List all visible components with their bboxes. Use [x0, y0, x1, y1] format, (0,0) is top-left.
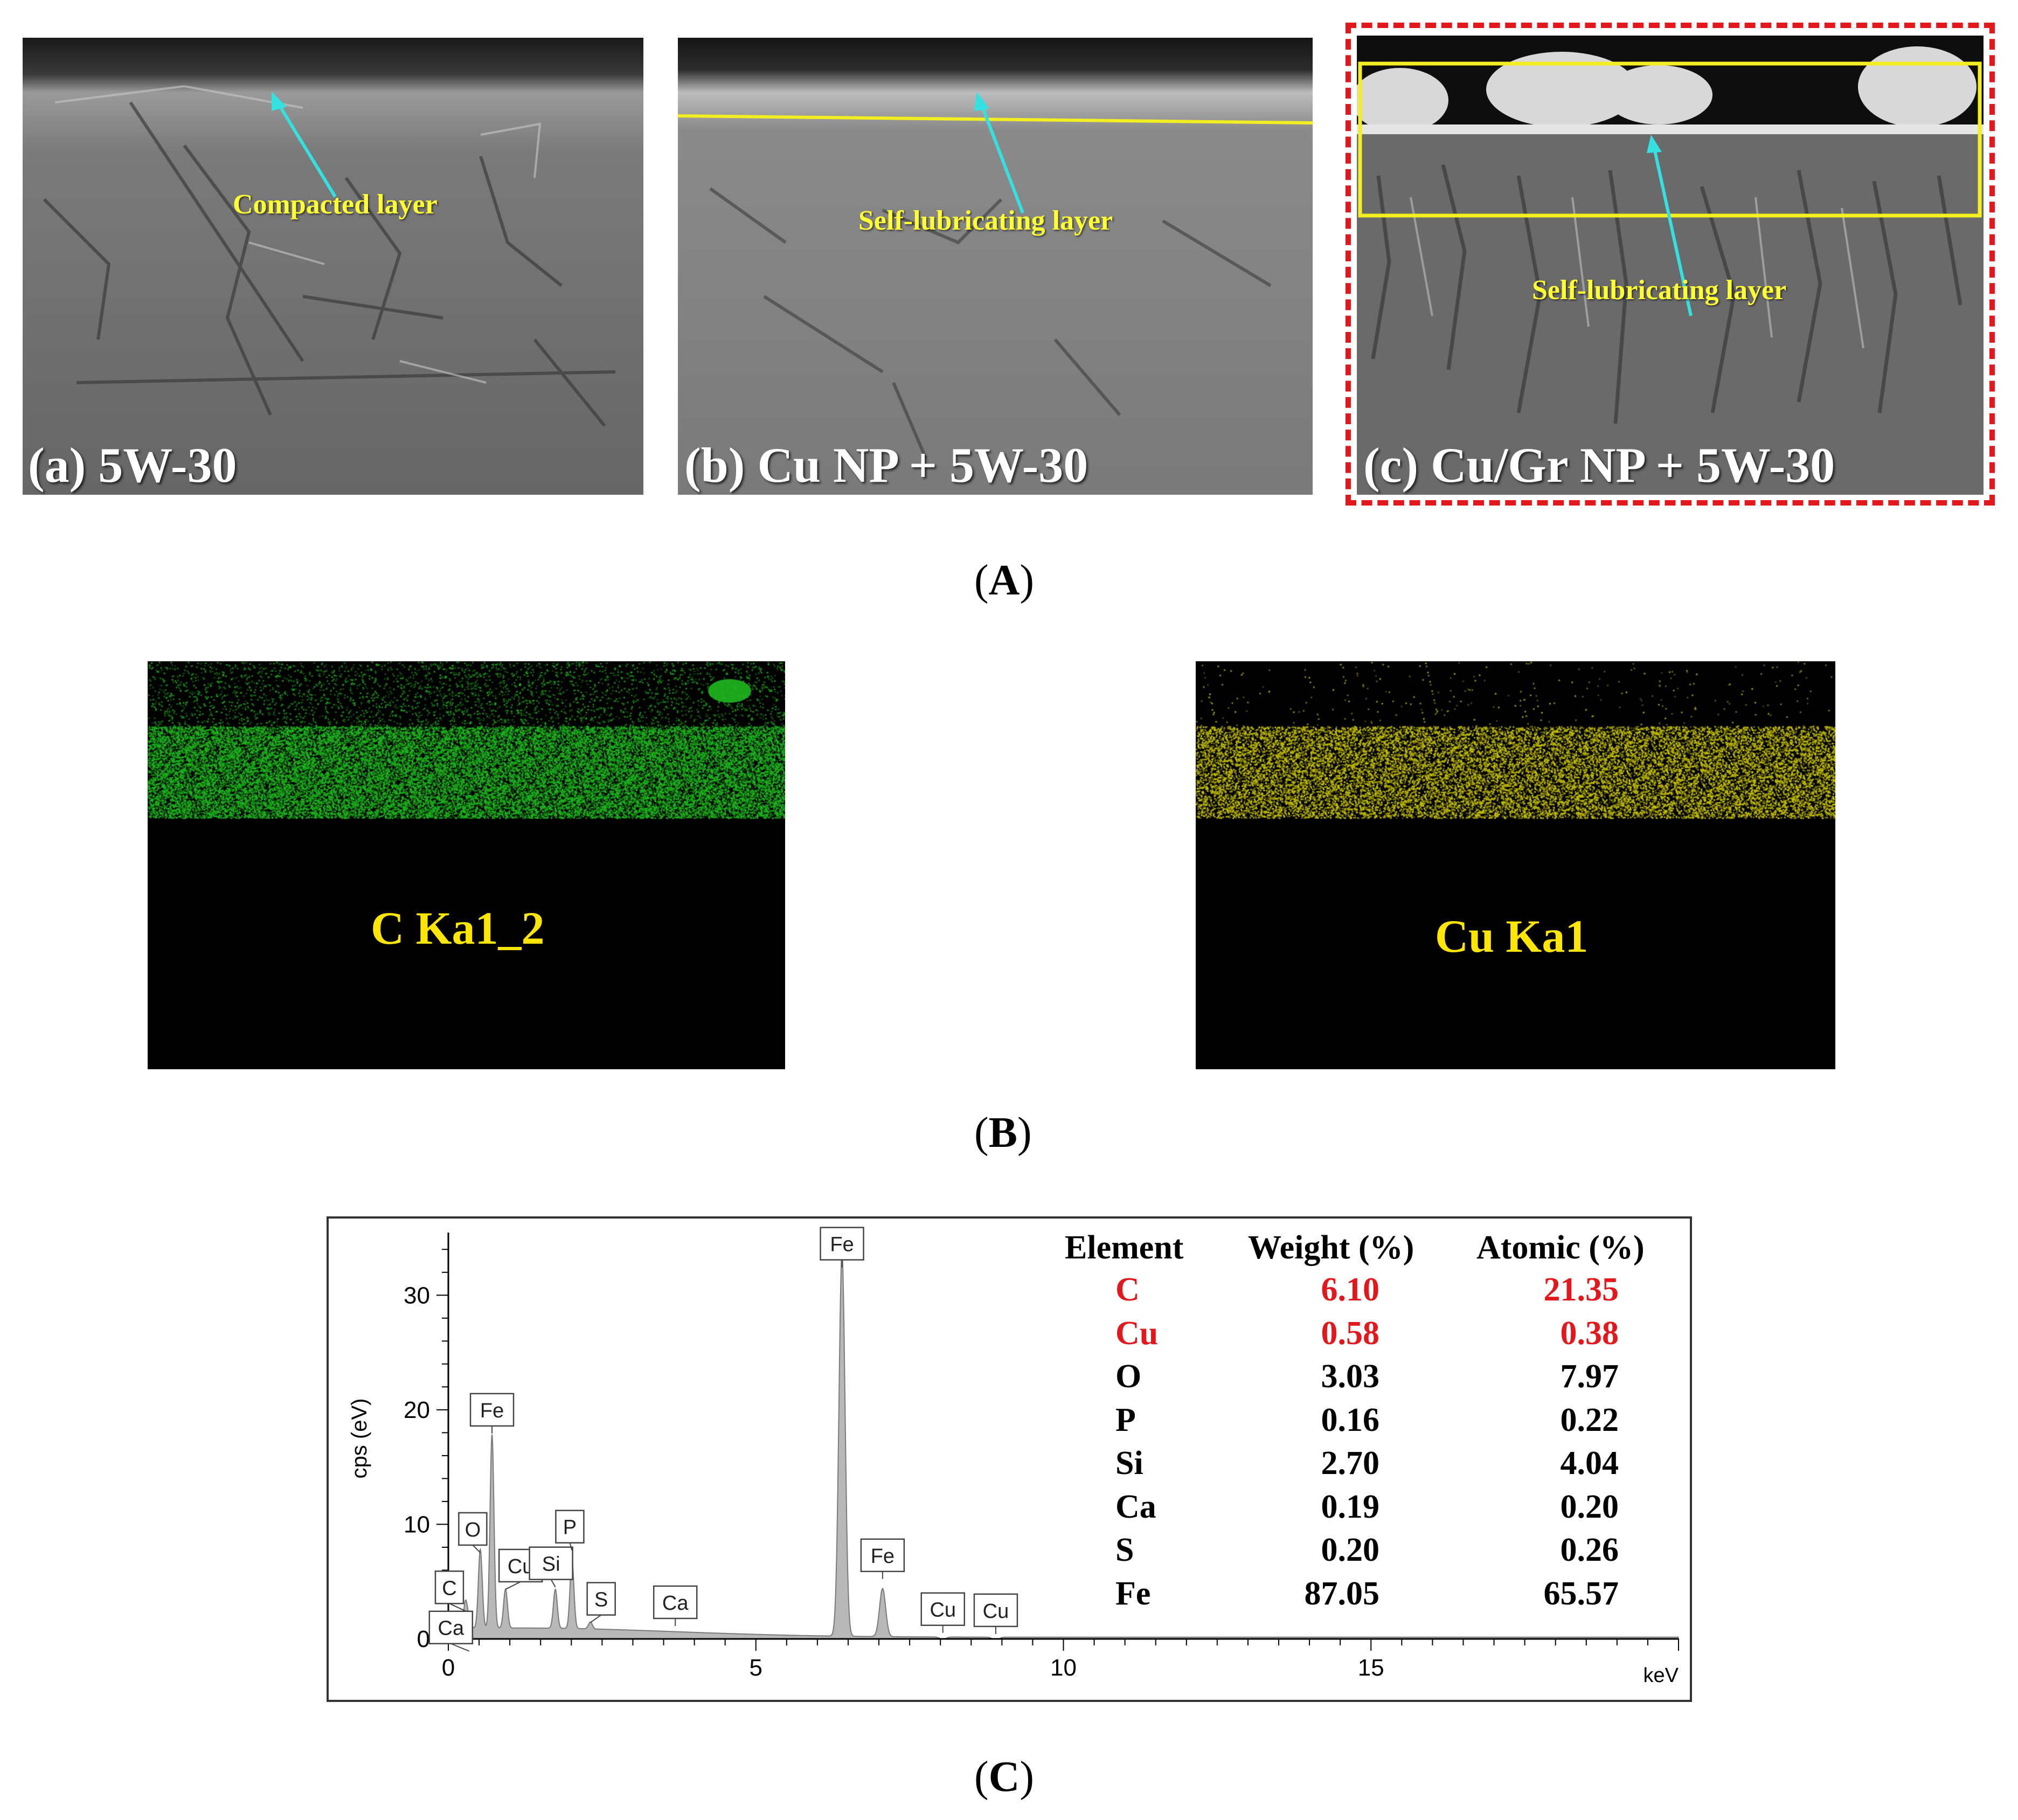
peak-leader — [449, 1603, 466, 1612]
panel-label-b: (B) — [974, 1109, 1032, 1157]
sem-texture-c — [1357, 36, 1984, 495]
peak-label-box — [860, 1538, 905, 1573]
peak-label-box — [428, 1610, 474, 1644]
peak-leader — [472, 1545, 481, 1553]
cell-atomic: 0.38 — [1560, 1314, 1619, 1352]
peak-label: Si — [542, 1553, 560, 1576]
cell-element: Fe — [1115, 1575, 1151, 1612]
peak-leader — [550, 1579, 556, 1588]
annotation-self-lubricating-c: Self-lubricating layer — [1532, 275, 1787, 306]
annotation-compacted-layer: Compacted layer — [233, 189, 438, 220]
yellow-line-b — [678, 92, 1313, 214]
header-atomic: Atomic (%) — [1476, 1229, 1645, 1266]
peak-label: S — [594, 1589, 608, 1611]
peak-label-box — [653, 1585, 698, 1620]
header-element: Element — [1065, 1229, 1184, 1266]
yellow-box-c — [1358, 61, 1982, 316]
peak-leader — [505, 1581, 521, 1590]
caption-b: (b) Cu NP + 5W-30 — [684, 438, 1088, 493]
cell-element: O — [1115, 1358, 1142, 1395]
eds-map-copper: Cu Ka1 — [1196, 661, 1835, 1069]
cell-atomic: 7.97 — [1560, 1358, 1619, 1395]
peak-label-box — [434, 1570, 464, 1604]
cell-atomic: 21.35 — [1543, 1271, 1619, 1308]
cell-weight: 87.05 — [1304, 1575, 1380, 1612]
eds-map-carbon-dots — [148, 661, 785, 1069]
peak-leader — [590, 1614, 602, 1623]
cell-atomic: 65.57 — [1543, 1575, 1619, 1612]
peak-label-box — [920, 1592, 966, 1626]
peak-label: Fe — [871, 1545, 894, 1568]
peak-label: Ca — [438, 1617, 464, 1640]
peak-label: Ca — [662, 1592, 689, 1615]
y-tick-label: 10 — [404, 1511, 430, 1538]
cell-weight: 0.16 — [1321, 1401, 1380, 1438]
spectrum-area — [447, 1253, 1680, 1639]
peak-label-box — [458, 1512, 488, 1546]
peak-label: C — [442, 1577, 456, 1600]
cell-element: S — [1115, 1532, 1134, 1568]
peak-label: Cu — [930, 1599, 956, 1622]
peak-leader — [569, 1542, 573, 1551]
peak-label: O — [465, 1519, 481, 1541]
y-tick-label: 30 — [404, 1282, 430, 1309]
highlight-frame-c — [1346, 23, 1995, 506]
cell-element: Cu — [1115, 1314, 1159, 1352]
cell-weight: 0.58 — [1321, 1314, 1380, 1352]
peak-label: Fe — [830, 1234, 854, 1256]
y-axis-label: cps (eV) — [348, 1399, 371, 1479]
eds-spectrum-frame: 0 5 10 15 keV 0 10 20 30 cps (eV) C Ca O Cu Fe Si P S Ca Fe… — [327, 1216, 1692, 1702]
annotation-self-lubricating-b: Self-lubricating layer — [858, 205, 1113, 236]
cell-element: C — [1115, 1271, 1140, 1308]
caption-a: (a) 5W-30 — [28, 438, 237, 493]
cyan-arrow-a — [272, 92, 337, 198]
sem-image-a: Compacted layer (a) 5W-30 — [23, 38, 643, 495]
y-tick-label: 20 — [404, 1397, 430, 1423]
cell-weight: 0.20 — [1321, 1532, 1380, 1568]
peak-label-box — [555, 1510, 585, 1544]
peak-label-box — [586, 1582, 616, 1616]
y-tick-label: 0 — [417, 1626, 430, 1652]
cell-weight: 3.03 — [1321, 1358, 1380, 1395]
x-tick-label: 10 — [1050, 1655, 1077, 1681]
x-tick-label: 0 — [442, 1655, 455, 1681]
peak-label: Cu — [983, 1600, 1009, 1623]
cell-element: P — [1115, 1401, 1136, 1438]
peak-label-box — [529, 1546, 573, 1580]
peak-label-box — [820, 1227, 864, 1261]
cell-atomic: 0.20 — [1560, 1488, 1619, 1525]
cell-atomic: 4.04 — [1560, 1445, 1619, 1482]
caption-c: (c) Cu/Gr NP + 5W-30 — [1363, 438, 1835, 493]
sem-image-c: Self-lubricating layer (c) Cu/Gr NP + 5W… — [1357, 36, 1984, 495]
header-weight: Weight (%) — [1248, 1229, 1414, 1266]
peak-label: P — [563, 1517, 577, 1539]
cell-element: Ca — [1115, 1488, 1156, 1525]
cell-weight: 0.19 — [1321, 1488, 1380, 1525]
sem-texture-b — [678, 38, 1313, 495]
peak-label: Fe — [480, 1400, 504, 1422]
cell-atomic: 0.26 — [1560, 1532, 1619, 1568]
eds-map-carbon: C Ka1_2 — [148, 661, 785, 1069]
cell-atomic: 0.22 — [1560, 1401, 1619, 1438]
cell-weight: 6.10 — [1321, 1271, 1380, 1308]
x-tick-label: 5 — [750, 1655, 762, 1681]
x-tick-label: 15 — [1358, 1655, 1384, 1681]
panel-label-a: (A) — [974, 557, 1035, 604]
x-axis-label: keV — [1643, 1664, 1679, 1687]
eds-map-copper-dots — [1196, 661, 1835, 1069]
cell-weight: 2.70 — [1321, 1445, 1380, 1482]
peak-label-box — [973, 1593, 1018, 1628]
map-label-copper: Cu Ka1 — [1435, 910, 1589, 962]
peak-label-box — [469, 1393, 515, 1427]
panel-label-c: (C) — [974, 1753, 1035, 1801]
cell-element: Si — [1115, 1445, 1143, 1482]
peak-leader — [450, 1643, 470, 1652]
sem-image-b: Self-lubricating layer (b) Cu NP + 5W-30 — [678, 38, 1313, 495]
map-label-carbon: C Ka1_2 — [371, 902, 545, 954]
sem-texture-a — [23, 38, 643, 495]
